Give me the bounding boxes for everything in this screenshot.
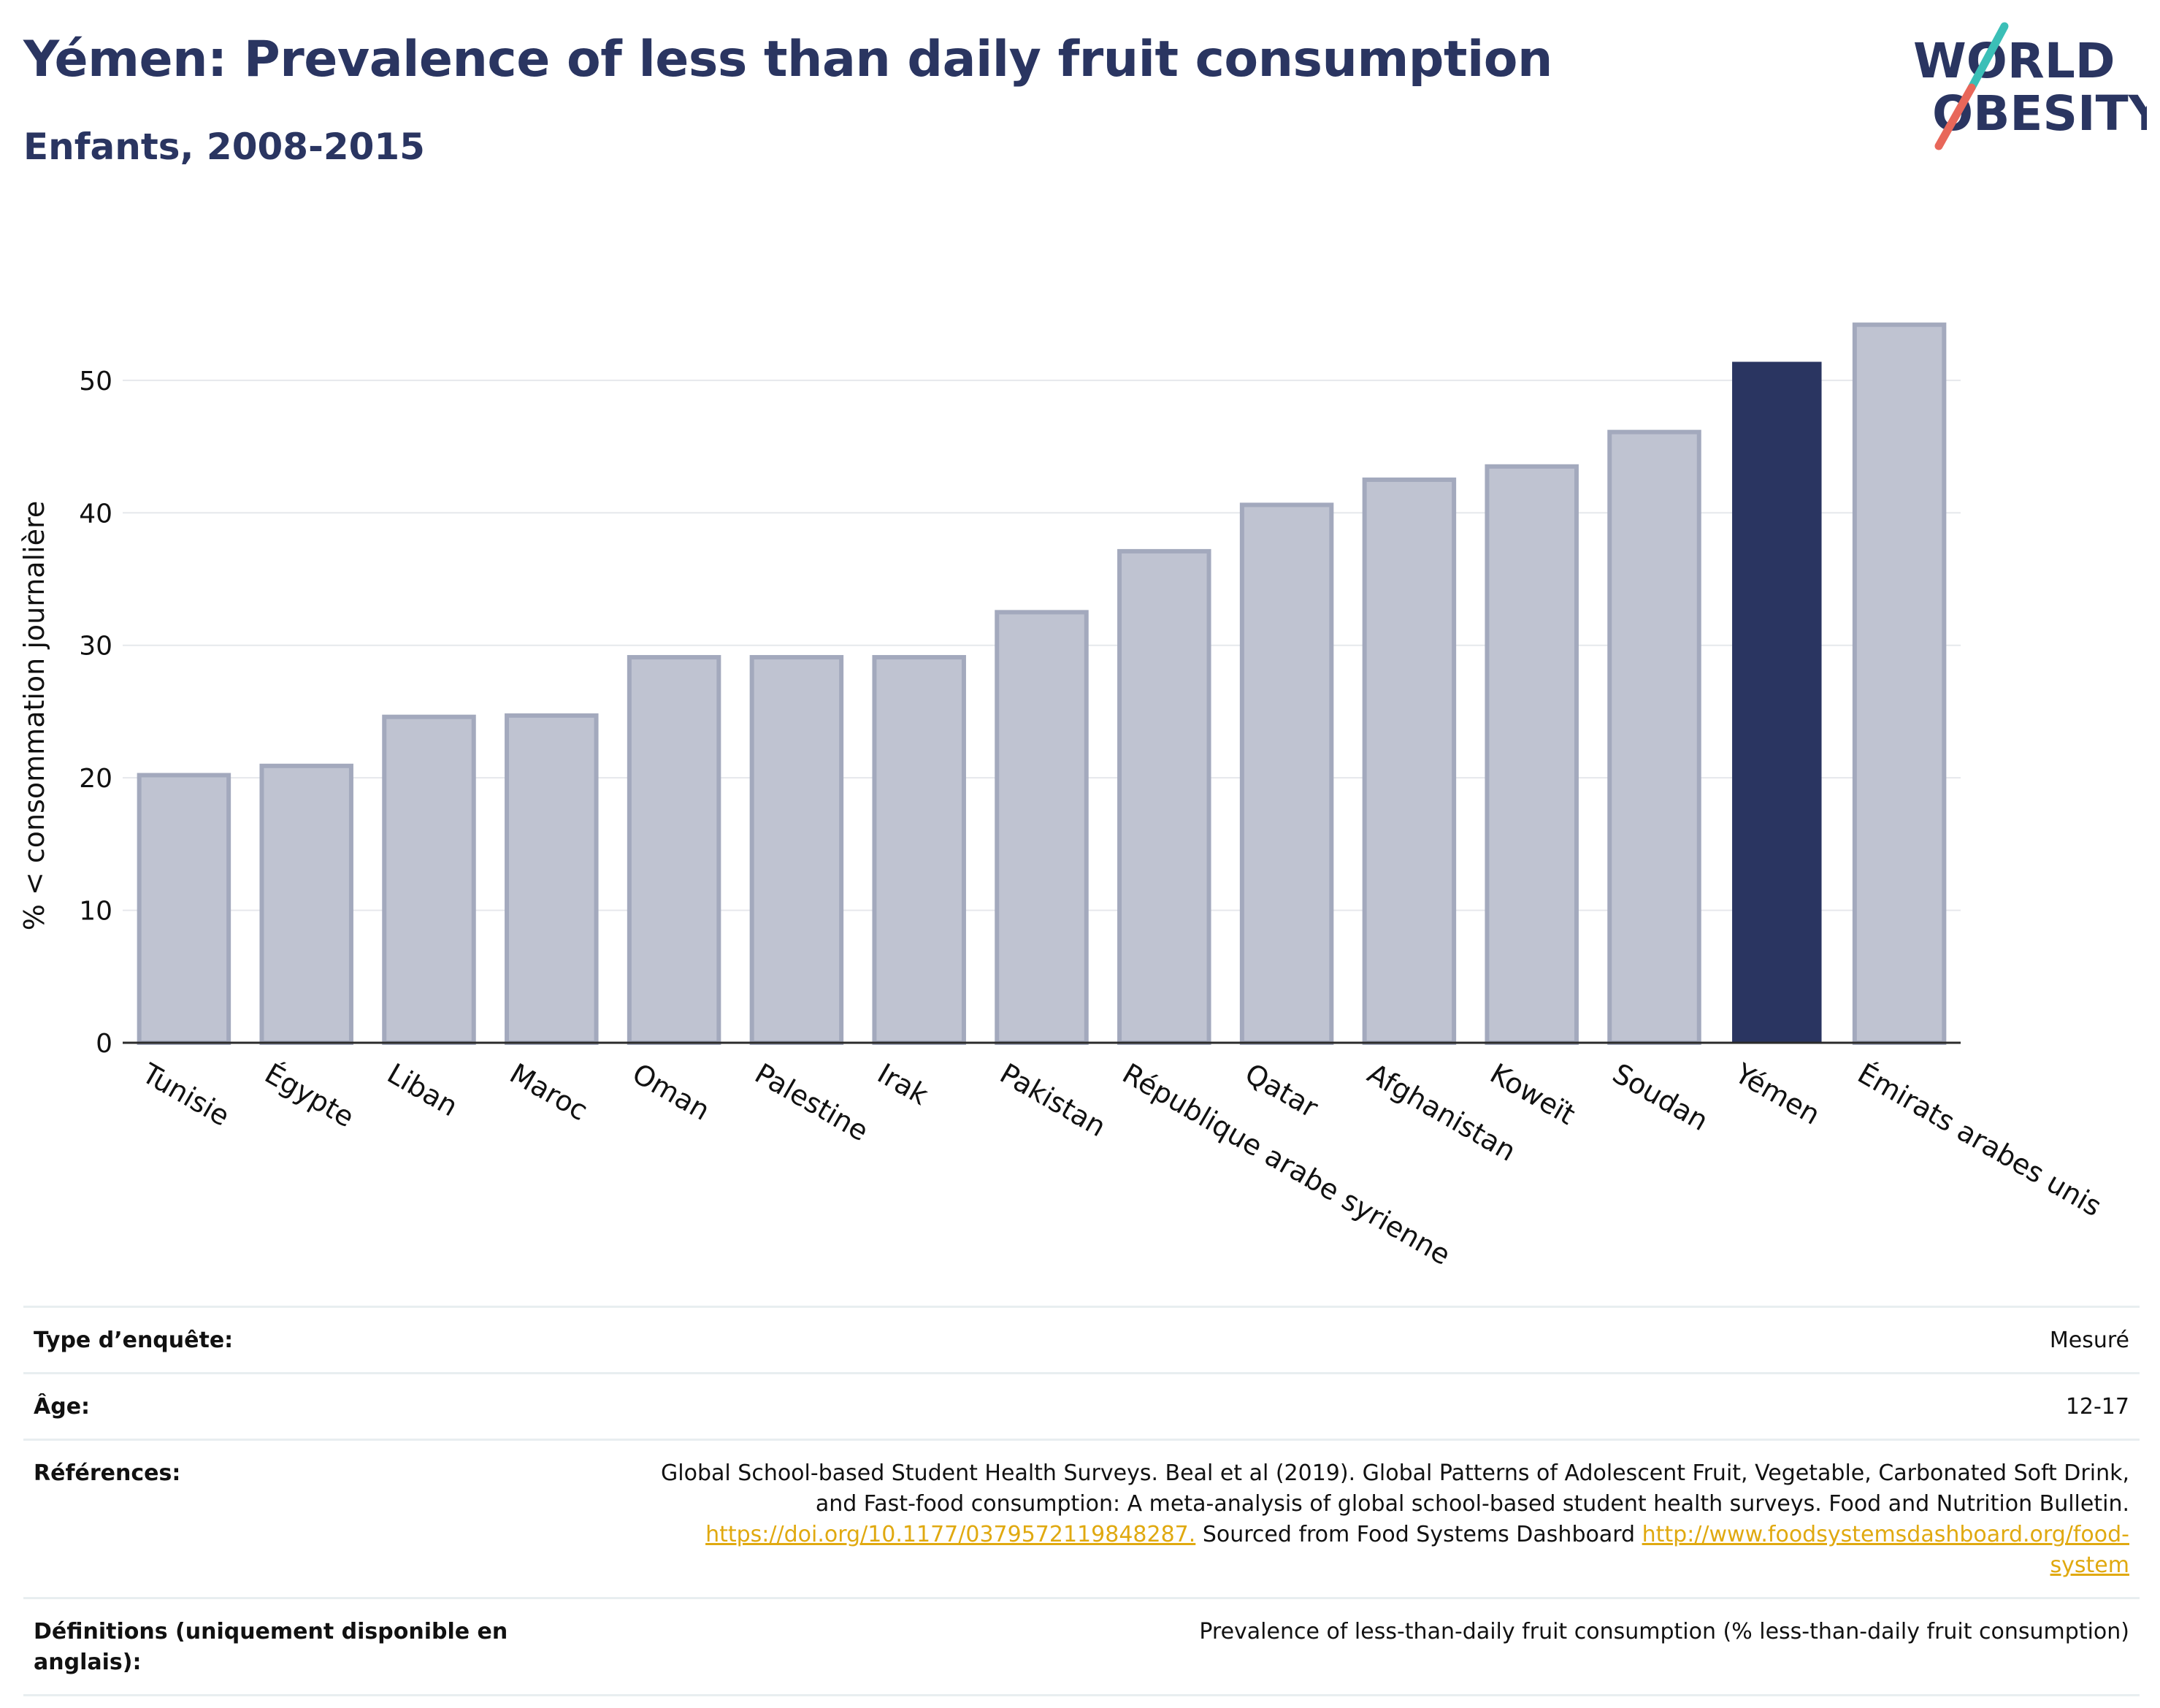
bar-palestine	[749, 655, 844, 1045]
bar-tunisie	[137, 773, 231, 1045]
food-systems-dashboard-link[interactable]: http://www.foodsystemsdashboard.org/food…	[1642, 1522, 2129, 1547]
x-tick-label: Émirats arabes unis	[1853, 1057, 2107, 1223]
y-tick-label: 0	[96, 1029, 112, 1059]
meta-label: Âge:	[23, 1372, 530, 1441]
world-obesity-logo: WORLD OBESITY	[1913, 22, 2147, 150]
x-tick-label: Liban	[382, 1057, 463, 1123]
bar-kowe-t	[1485, 464, 1579, 1045]
definitions-label-1: Définitions (uniquement disponible en	[34, 1619, 508, 1644]
y-tick-label: 20	[79, 764, 112, 794]
x-tick-labels: Tunisie Égypte Liban Maroc Oman PalestineIrak…	[137, 1057, 2107, 1271]
bar--gypte	[259, 763, 353, 1045]
x-tick-label: Yémen	[1729, 1057, 1826, 1131]
y-tick-label: 50	[79, 367, 112, 397]
x-tick-label: Soudan	[1607, 1057, 1714, 1138]
references-text: Global School-based Student Health Surve…	[530, 1439, 2140, 1599]
x-tick-label: Pakistan	[995, 1057, 1111, 1144]
bar-soudan	[1607, 429, 1701, 1046]
food-systems-dashboard-link-cont[interactable]: system	[2050, 1552, 2129, 1578]
bar-y-men	[1732, 361, 1822, 1043]
chart-subtitle: Enfants, 2008-2015	[23, 126, 425, 168]
meta-value: Prevalence of less-than-daily fruit cons…	[530, 1597, 2140, 1696]
reference-line-3: Sourced from Food Systems Dashboard	[1195, 1522, 1642, 1547]
x-tick-label: Égypte	[259, 1057, 359, 1134]
y-tick-label: 40	[79, 499, 112, 529]
chart-title: Yémen: Prevalence of less than daily fru…	[23, 31, 1552, 88]
bar-irak	[872, 655, 966, 1045]
x-tick-label: Qatar	[1240, 1057, 1324, 1125]
bar-maroc	[505, 713, 599, 1045]
y-tick-label: 30	[79, 632, 112, 662]
reference-line-1: Global School-based Student Health Surve…	[661, 1460, 2129, 1486]
meta-row-references: Références: Global School-based Student …	[23, 1439, 2140, 1599]
meta-value: 12-17	[530, 1372, 2140, 1441]
meta-row-definitions: Définitions (uniquement disponible en an…	[23, 1597, 2140, 1696]
meta-label: Définitions (uniquement disponible en an…	[23, 1597, 530, 1696]
bars	[123, 322, 1961, 1046]
bar-qatar	[1239, 502, 1334, 1045]
x-tick-label: Tunisie	[137, 1057, 235, 1133]
x-tick-label: Maroc	[505, 1057, 594, 1127]
x-tick-label: Oman	[627, 1057, 716, 1127]
bar-afghanistan	[1362, 477, 1457, 1045]
meta-label: Type d’enquête:	[23, 1306, 530, 1374]
x-tick-label: Koweït	[1485, 1057, 1580, 1131]
logo-slash-teal	[1967, 22, 2009, 92]
metadata-table: Type d’enquête: Mesuré Âge: 12-17 Référe…	[23, 1306, 2140, 1696]
bar-chart: 0 10 20 30 40 50 Tunisie Égypte Liban Maroc Oman P…	[18, 322, 2107, 1271]
bar-oman	[627, 655, 721, 1045]
y-axis-label: % < consommation journalière	[18, 501, 50, 930]
bar-liban	[382, 714, 476, 1046]
logo-text-world: WORLD	[1913, 33, 2115, 89]
meta-row-survey-type: Type d’enquête: Mesuré	[23, 1306, 2140, 1374]
definitions-label-2: anglais):	[34, 1650, 142, 1675]
y-tick-label: 10	[79, 897, 112, 927]
bar--mirats-arabes-unis	[1852, 322, 1947, 1045]
meta-row-age: Âge: 12-17	[23, 1372, 2140, 1441]
x-tick-label: Irak	[872, 1057, 933, 1111]
bar-pakistan	[995, 610, 1089, 1045]
reference-line-2: and Fast-food consumption: A meta-analys…	[815, 1491, 2129, 1517]
meta-label: Références:	[23, 1439, 530, 1599]
y-tick-labels: 0 10 20 30 40 50	[79, 367, 112, 1059]
bar-r-publique-arabe-syrienne	[1117, 548, 1211, 1045]
logo-slash-red	[1934, 83, 1976, 150]
meta-value: Mesuré	[530, 1306, 2140, 1374]
doi-link[interactable]: https://doi.org/10.1177/0379572119848287…	[705, 1522, 1196, 1547]
x-tick-label: Palestine	[749, 1057, 873, 1148]
